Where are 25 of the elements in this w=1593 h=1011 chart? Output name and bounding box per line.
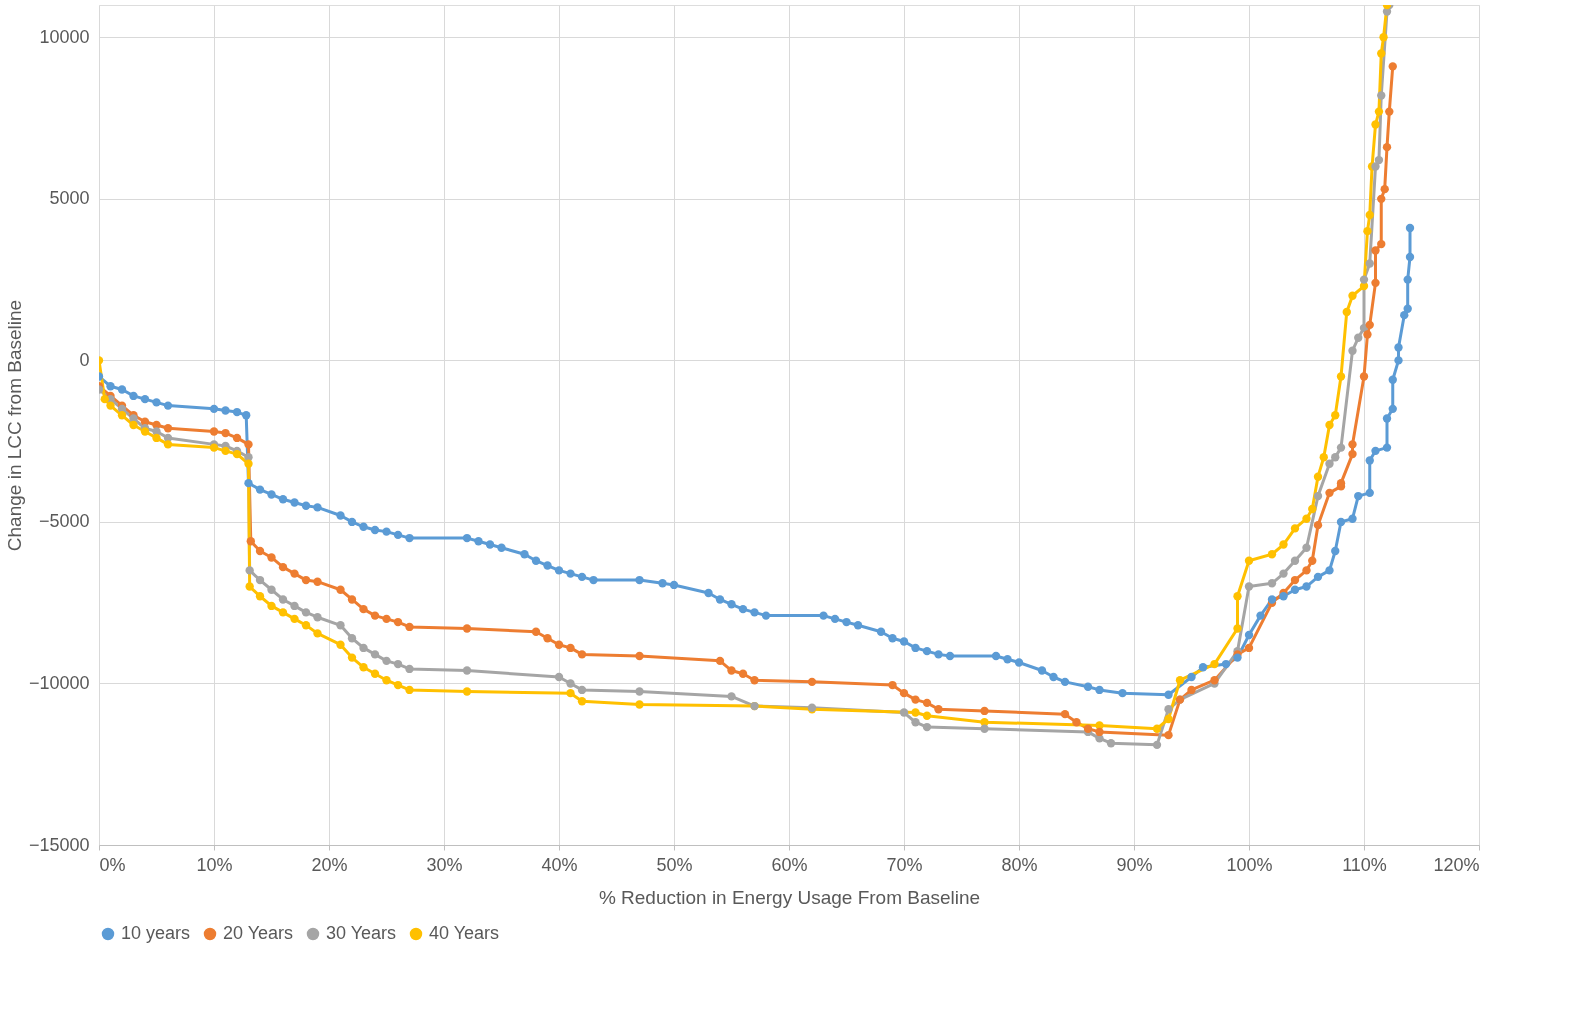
legend-label: 10 years: [121, 923, 191, 943]
x-tick-label: 20%: [311, 854, 348, 875]
x-tick-label: 10%: [196, 854, 233, 875]
x-tick-label: 90%: [1116, 854, 1153, 875]
legend-label: 40 Years: [429, 923, 500, 943]
x-tick-label: 110%: [1342, 854, 1387, 875]
legend-label: 20 Years: [223, 923, 294, 943]
y-tick-label: 0: [79, 349, 90, 370]
x-tick-label: 60%: [771, 854, 808, 875]
y-tick-label: 5000: [49, 188, 90, 209]
x-tick-label: 70%: [886, 854, 923, 875]
y-tick-label: 10000: [39, 26, 90, 47]
x-axis-title: % Reduction in Energy Usage From Baseline: [598, 886, 981, 908]
x-tick-label: 40%: [541, 854, 578, 875]
x-tick-label: 30%: [426, 854, 463, 875]
x-tick-label: 0%: [99, 854, 126, 875]
legend-label: 30 Years: [326, 923, 397, 943]
x-tick-label: 50%: [656, 854, 693, 875]
x-tick-label: 80%: [1001, 854, 1038, 875]
y-tick-label: −15000: [28, 834, 90, 855]
x-tick-label: 120%: [1433, 854, 1480, 875]
y-tick-label: −5000: [38, 511, 90, 532]
x-tick-label: 100%: [1226, 854, 1273, 875]
y-tick-label: −10000: [28, 672, 90, 693]
y-axis-title: Change in LCC from Baseline: [3, 299, 25, 552]
